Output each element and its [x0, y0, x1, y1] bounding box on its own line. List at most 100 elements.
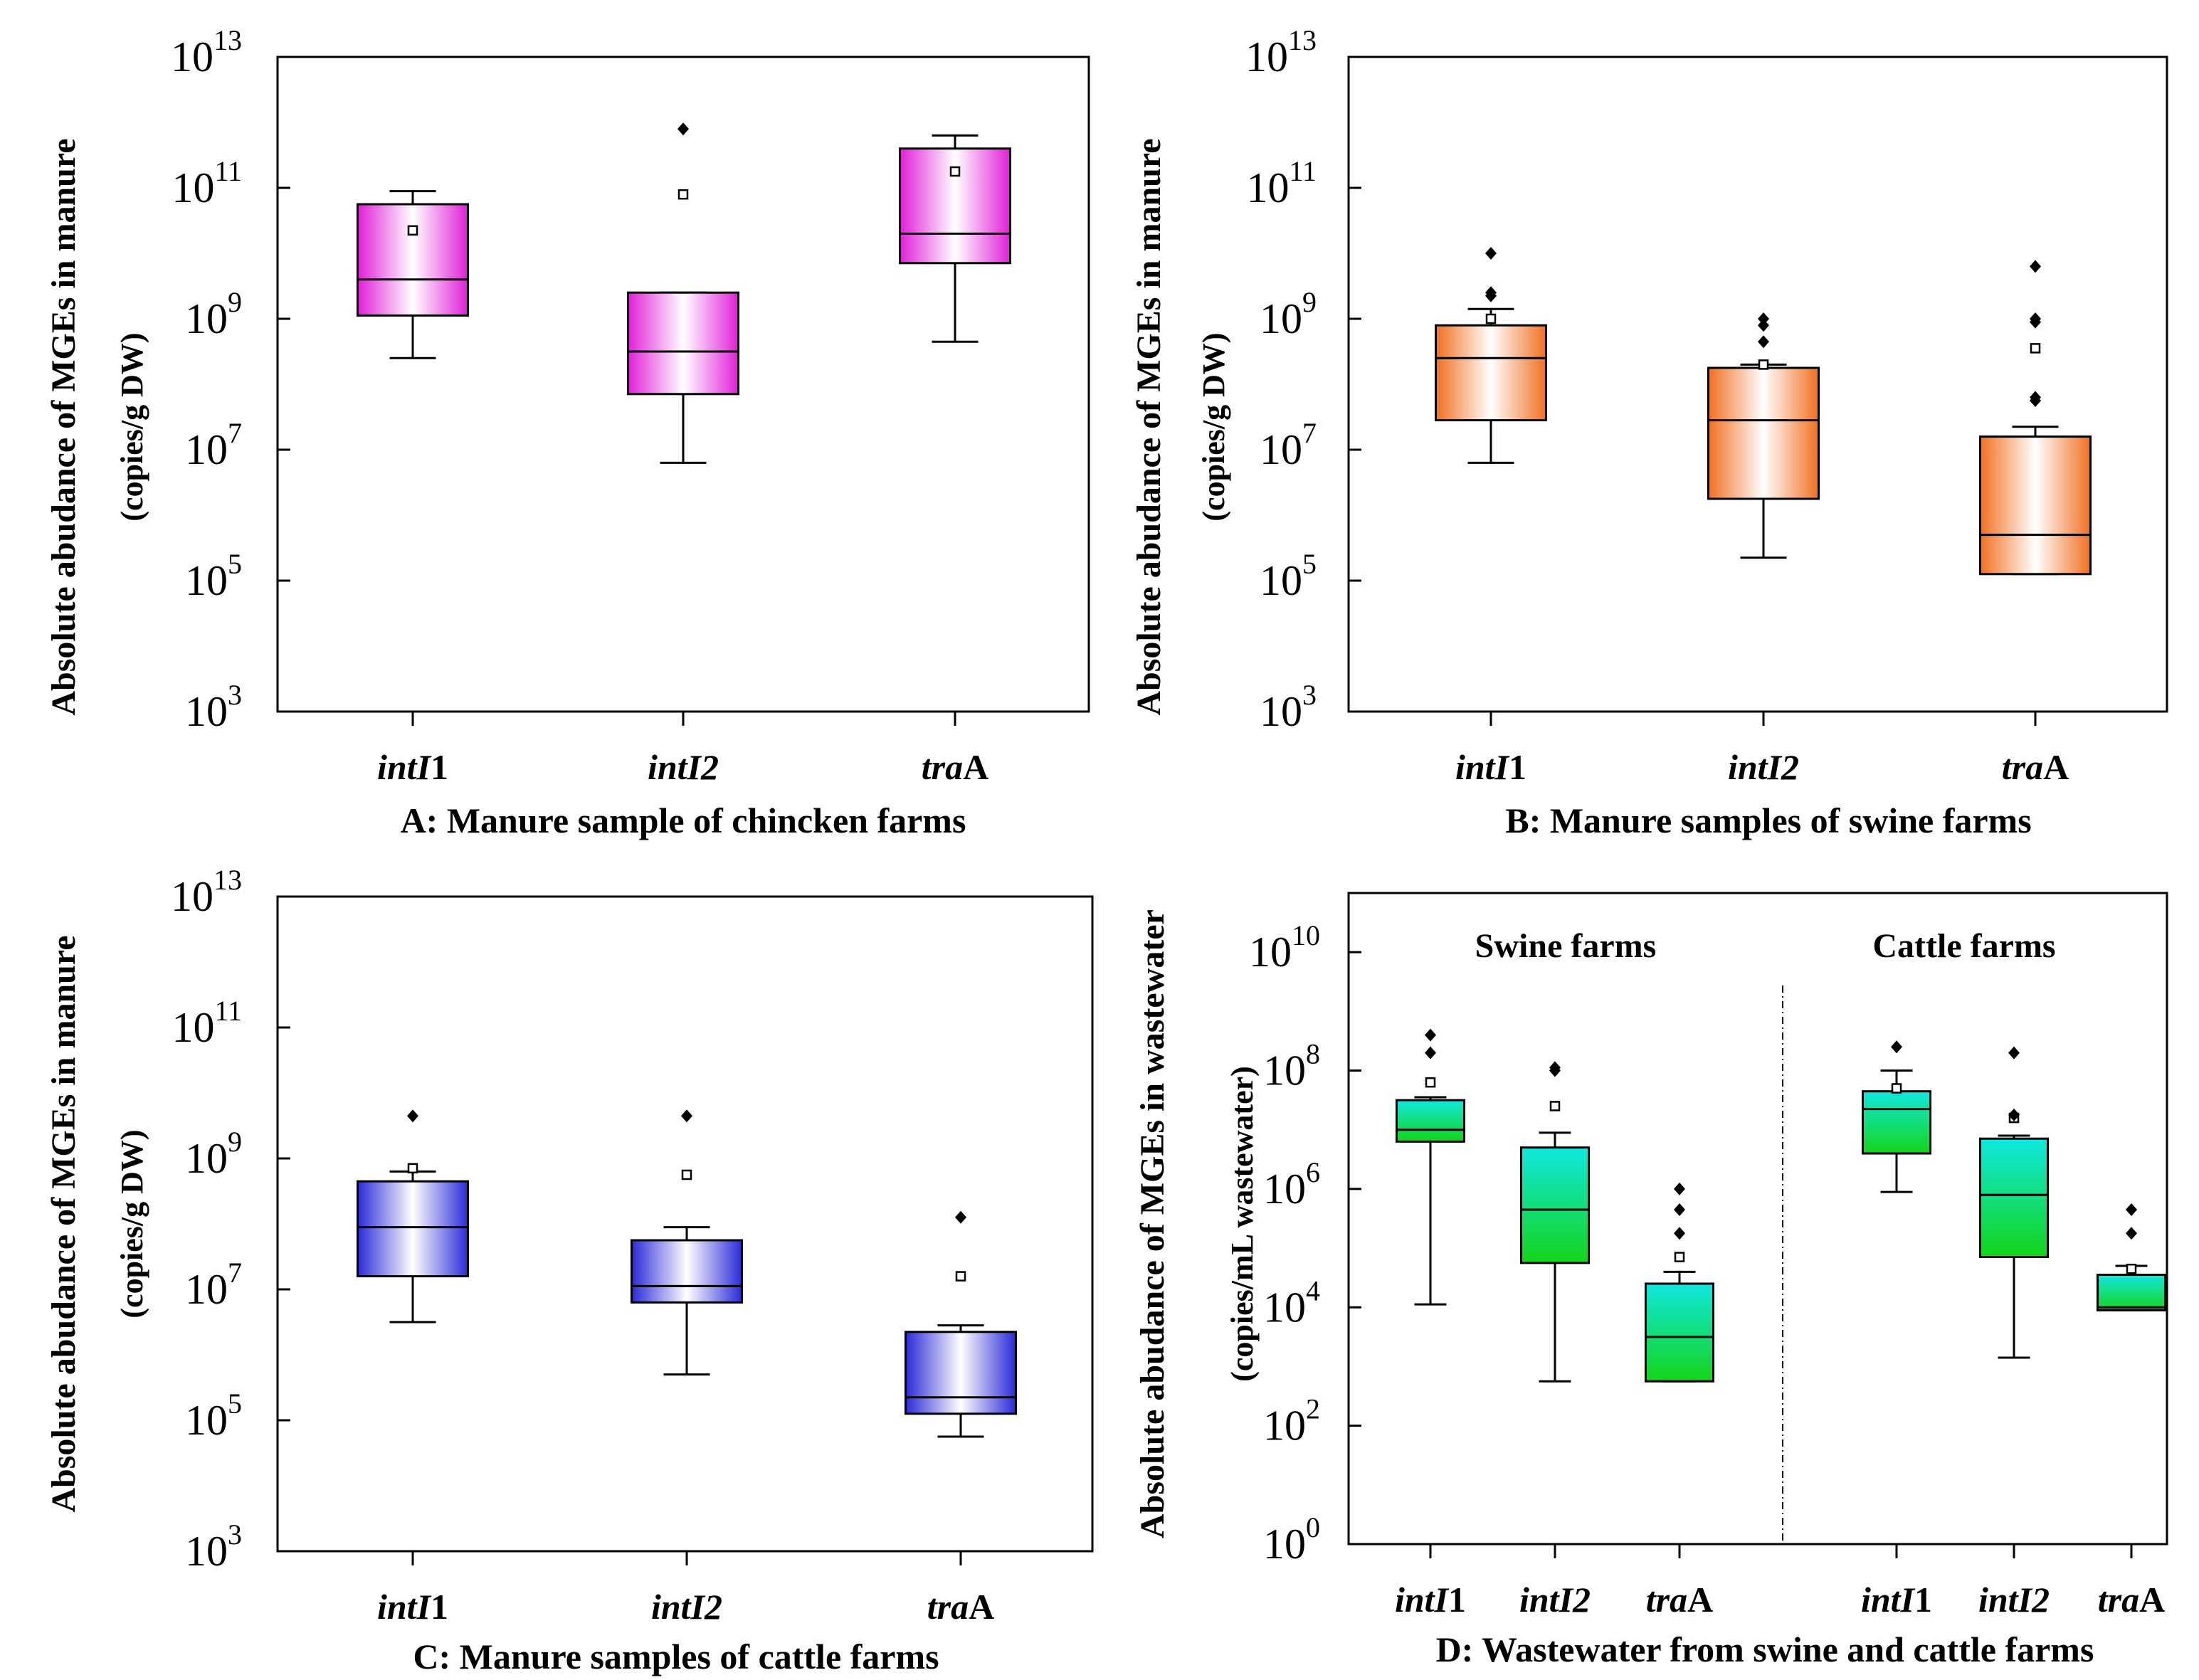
- y-axis-title: Absolute abudance of MGEs in manure: [1130, 138, 1168, 715]
- box-iqr: [1979, 435, 2092, 576]
- y-tick-exponent: 5: [1302, 548, 1317, 580]
- y-tick-base: 10: [1260, 557, 1302, 604]
- panel-caption: C: Manure samples of cattle farms: [413, 1637, 939, 1676]
- outlier-point: [1425, 1028, 1436, 1042]
- outlier-point: [1758, 319, 1769, 332]
- mean-marker: [1891, 1083, 1902, 1094]
- x-category-italic: intI: [1861, 1580, 1916, 1620]
- box-iqr: [2097, 1274, 2166, 1311]
- x-category-italic: intI: [377, 1587, 432, 1627]
- box-iqr: [1520, 1146, 1590, 1264]
- y-axis-units: (copies/g DW): [1196, 332, 1231, 521]
- y-tick-label: 105: [185, 1388, 242, 1444]
- box-inti1: intI1: [1861, 1040, 1932, 1620]
- y-tick-label: 105: [1260, 548, 1317, 604]
- y-tick-exponent: 7: [1302, 417, 1317, 449]
- x-category-label: intI2: [651, 1587, 722, 1627]
- x-category-suffix: A: [2139, 1580, 2165, 1620]
- x-category-label: intI2: [1978, 1580, 2050, 1620]
- box-inti2: intI2: [1707, 312, 1820, 787]
- box-inti1: intI1: [1395, 1028, 1466, 1620]
- y-tick-exponent: 13: [213, 864, 242, 896]
- y-tick-label: 107: [185, 417, 242, 473]
- outlier-point: [1425, 1046, 1436, 1060]
- x-category-label: traA: [927, 1587, 994, 1627]
- y-tick-label: 104: [1263, 1274, 1320, 1331]
- mean-marker: [2126, 1263, 2137, 1274]
- outlier-point: [677, 122, 689, 136]
- mean-marker: [1674, 1252, 1685, 1262]
- x-category-italic: intI2: [651, 1587, 722, 1627]
- y-tick-label: 109: [1260, 286, 1317, 342]
- x-category-italic: intI2: [648, 747, 719, 787]
- y-tick-label: 1013: [171, 24, 242, 80]
- mean-marker: [1485, 313, 1497, 324]
- y-tick-exponent: 5: [228, 548, 242, 580]
- y-tick-exponent: 13: [1288, 24, 1317, 56]
- box-inti2: intI2: [1519, 1061, 1591, 1620]
- x-category-label: traA: [2098, 1580, 2165, 1620]
- plot-frame: [1347, 892, 2168, 1546]
- y-tick-base: 10: [1260, 426, 1302, 473]
- y-tick-exponent: 7: [228, 1257, 242, 1289]
- outlier-point: [2008, 1108, 2020, 1121]
- box-traa: traA: [905, 1210, 1017, 1627]
- x-category-label: intI1: [1455, 747, 1526, 787]
- outlier-point: [1485, 289, 1497, 302]
- y-tick-base: 10: [1249, 929, 1292, 976]
- y-tick-exponent: 10: [1292, 919, 1320, 951]
- x-category-label: traA: [2002, 747, 2069, 787]
- y-tick-base: 10: [171, 33, 213, 80]
- y-tick-base: 10: [1263, 1521, 1306, 1568]
- y-tick-base: 10: [185, 557, 228, 604]
- box-traa: traA: [1645, 1182, 1714, 1620]
- x-category-italic: intI2: [1519, 1580, 1591, 1620]
- y-tick-label: 102: [1263, 1393, 1320, 1449]
- box-inti2: intI2: [631, 1109, 743, 1627]
- y-tick-label: 1010: [1249, 919, 1320, 976]
- y-tick-exponent: 3: [1302, 679, 1317, 711]
- outlier-point: [1674, 1203, 1685, 1217]
- y-axis-units: (copies/g DW): [115, 332, 149, 521]
- box-traa: traA: [2097, 1203, 2166, 1620]
- box-inti1: intI1: [357, 1109, 469, 1627]
- box-iqr: [899, 147, 1011, 265]
- box-iqr: [357, 203, 469, 317]
- y-tick-base: 10: [185, 688, 228, 735]
- box-iqr: [1862, 1090, 1931, 1155]
- mean-marker: [681, 1169, 692, 1180]
- y-tick-label: 103: [1260, 679, 1317, 735]
- mean-marker: [407, 1163, 418, 1174]
- box-iqr: [905, 1331, 1017, 1415]
- y-tick-exponent: 8: [1306, 1038, 1320, 1070]
- y-tick-exponent: 11: [214, 995, 242, 1027]
- x-category-suffix: A: [963, 747, 988, 787]
- x-category-italic: intI: [1395, 1580, 1450, 1620]
- y-tick-base: 10: [1245, 33, 1288, 80]
- y-tick-exponent: 13: [213, 24, 242, 56]
- x-category-italic: intI: [377, 747, 432, 787]
- x-category-suffix: A: [2043, 747, 2069, 787]
- y-tick-label: 1013: [171, 864, 242, 920]
- y-tick-label: 1011: [172, 155, 242, 211]
- y-tick-exponent: 4: [1306, 1274, 1320, 1306]
- x-category-label: intI1: [377, 1587, 448, 1627]
- outlier-point: [955, 1210, 966, 1224]
- y-tick-base: 10: [1263, 1402, 1306, 1449]
- x-category-label: intI2: [1519, 1580, 1591, 1620]
- mean-marker: [1758, 359, 1769, 370]
- mean-marker: [2030, 343, 2041, 354]
- y-tick-label: 1011: [172, 995, 242, 1051]
- y-tick-label: 105: [185, 548, 242, 604]
- x-category-italic: tra: [922, 747, 963, 787]
- outlier-point: [407, 1109, 418, 1123]
- y-tick-label: 103: [185, 679, 242, 735]
- x-category-label: intI2: [1728, 747, 1799, 787]
- y-tick-label: 1011: [1246, 155, 1317, 211]
- y-tick-exponent: 11: [1289, 155, 1317, 187]
- y-tick-exponent: 0: [1306, 1511, 1320, 1543]
